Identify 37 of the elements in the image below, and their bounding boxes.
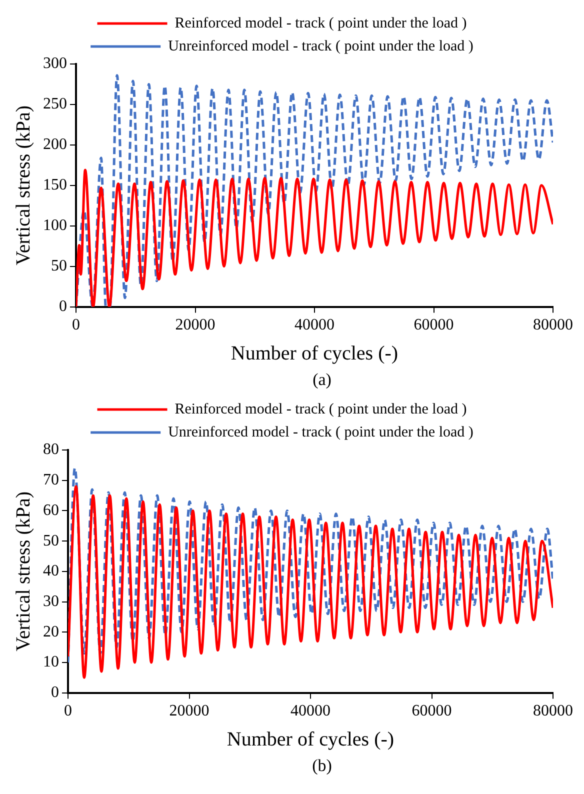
line-series [68,466,553,664]
y-tick-label: 20 [43,623,59,640]
legend-label: Reinforced model - track ( point under the load ) [174,401,467,418]
x-tick-label: 40000 [294,316,334,334]
line-series [68,485,553,679]
y-tick-label: 50 [51,258,67,275]
y-tick-label: 300 [43,55,67,72]
y-tick-label: 0 [51,684,59,702]
y-axis-title: Vertical stress (kPa) [12,105,34,266]
y-tick-label: 30 [43,592,59,610]
x-tick-label: 40000 [290,702,330,720]
x-tick-label: 20000 [175,316,216,334]
legend-label: Unreinforced model - track ( point under the load ) [168,424,474,440]
y-tick-label: 70 [43,472,59,489]
legend-label: Reinforced model - track ( point under the load ) [174,15,467,32]
y-tick-label: 100 [43,217,67,234]
text: (b) [311,756,333,777]
y-tick-label: 80 [43,441,59,458]
y-tick-label: 50 [43,532,59,550]
y-tick-label: 200 [43,136,67,154]
x-tick-label: 80000 [533,702,573,720]
y-axis-title: Vertical stress (kPa) [12,491,34,652]
y-tick-label: 60 [43,502,59,519]
x-axis-title: Number of cycles (-) [230,342,398,364]
text: (a) [312,370,332,391]
y-tick-label: 40 [43,562,59,580]
x-tick-label: 60000 [412,702,452,720]
y-tick-label: 150 [43,176,67,194]
y-tick-label: 250 [43,96,67,113]
x-axis-title: Number of cycles (-) [226,728,394,750]
y-tick-label: 10 [43,654,59,671]
y-tick-label: 0 [59,298,67,316]
x-tick-label: 80000 [533,316,573,334]
x-tick-label: 60000 [414,316,454,334]
legend-label: Unreinforced model - track ( point under the load ) [168,38,474,54]
x-tick-label: 20000 [169,702,210,720]
x-tick-label: 0 [72,316,80,334]
